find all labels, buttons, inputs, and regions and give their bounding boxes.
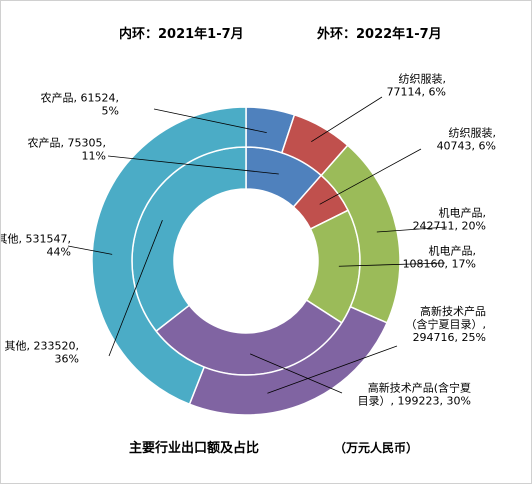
chart-title: 主要行业出口额及占比: [129, 440, 259, 456]
outer-ring-slice-other: [91, 106, 247, 406]
outer-slice-label-other: 其他, 531547, 44%: [1, 233, 71, 259]
outer-leader-line-hitech: [267, 345, 398, 394]
chart-unit: （万元人民币）: [334, 440, 418, 455]
inner-leader-line-agri: [107, 155, 279, 175]
outer-leader-line-agri: [153, 108, 267, 134]
donut-rings: [91, 106, 401, 416]
outer-leader-line-other: [67, 245, 113, 255]
inner-slice-label-textile: 纺织服装, 40743, 6%: [437, 126, 496, 153]
inner-leader-line-other: [108, 220, 163, 357]
inner-leader-line-hitech: [249, 353, 343, 394]
outer-leader-line-mech: [376, 226, 448, 233]
outer-slice-label-textile: 纺织服装, 77114, 6%: [387, 72, 446, 99]
inner-leader-line-textile: [319, 148, 422, 205]
outer-slice-label-mech: 机电产品, 242711, 20%: [413, 206, 486, 233]
slice-labels: 农产品, 75305, 11% 纺织服装, 40743, 6% 机电产品, 108160,…: [1, 72, 496, 408]
outer-slice-label-hitech: 高新技术产品（含宁夏目录）, 294716, 25%: [406, 304, 487, 344]
leader-lines: [67, 96, 448, 394]
outer-leader-line-textile: [311, 96, 383, 143]
inner-ring-period-label: 内环：2021年1-7月: [119, 26, 244, 42]
outer-ring-period-label: 外环：2022年1-7月: [316, 26, 442, 42]
inner-slice-label-mech: 机电产品, 108160, 17%: [403, 244, 476, 271]
outer-slice-label-agri: 农产品, 61524, 5%: [41, 91, 119, 118]
inner-slice-label-hitech: 高新技术产品(含宁夏目录）, 199223, 30%: [358, 381, 471, 408]
inner-leader-line-mech: [338, 262, 446, 267]
inner-slice-label-agri: 农产品, 75305, 11%: [28, 136, 106, 163]
inner-slice-label-other: 其他, 233520, 36%: [5, 340, 79, 366]
